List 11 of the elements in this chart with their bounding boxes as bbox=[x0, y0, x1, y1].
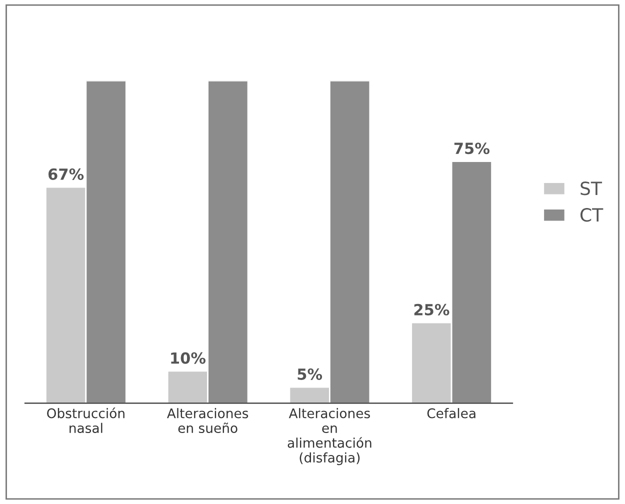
data-label: 5% bbox=[298, 368, 322, 380]
data-label: 10% bbox=[171, 352, 206, 364]
x-tick-label: Alteraciones en sueño bbox=[166, 408, 248, 434]
data-label: 67% bbox=[48, 168, 84, 180]
x-tick-label: Alteraciones en alimentación (disfagia) bbox=[288, 408, 372, 466]
x-tick-label: Cefalea bbox=[427, 408, 476, 418]
legend-label: CT bbox=[580, 208, 604, 222]
data-label: 75% bbox=[454, 142, 490, 154]
data-label: 25% bbox=[414, 304, 450, 316]
x-tick-label: Obstrucción nasal bbox=[47, 408, 124, 434]
legend-label: ST bbox=[580, 182, 602, 196]
